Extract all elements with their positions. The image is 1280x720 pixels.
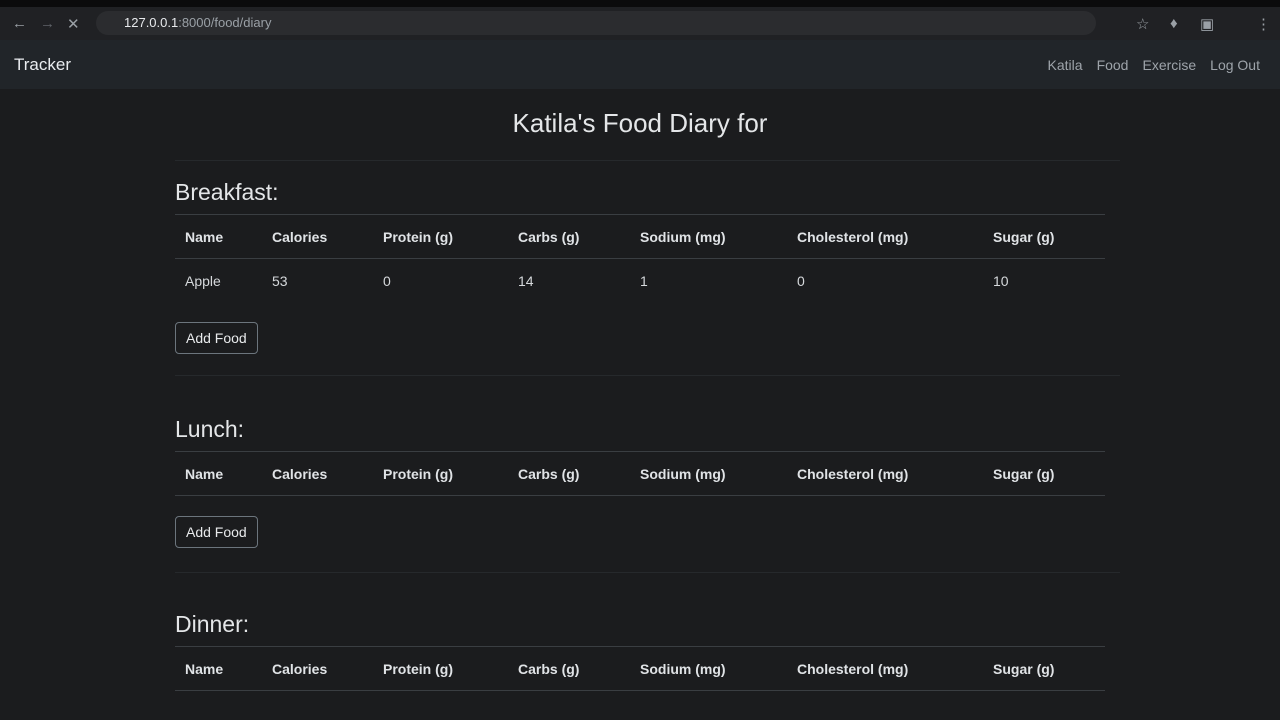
column-header: Protein (g) — [373, 451, 508, 496]
url-host: 127.0.0.1 — [124, 15, 179, 30]
column-header: Sodium (mg) — [630, 451, 787, 496]
browser-toolbar: ← → ✕ 127.0.0.1:8000/food/diary ☆ ♦ ▣ ⋮ — [0, 0, 1280, 40]
url-path: :8000/food/diary — [178, 15, 272, 30]
column-header: Carbs (g) — [508, 451, 630, 496]
table-body: Apple 53 0 14 1 0 10 — [175, 259, 1105, 303]
cell: 0 — [797, 272, 805, 289]
cell: 1 — [640, 272, 648, 289]
column-header: Sodium (mg) — [630, 646, 787, 691]
header-row: Name Calories Protein (g) Carbs (g) Sodium (… — [175, 214, 1105, 259]
column-header: Sugar (g) — [983, 451, 1105, 496]
nav-link[interactable]: Log Out — [1210, 57, 1260, 73]
table-head: Name Calories Protein (g) Carbs (g) Sodium (… — [175, 451, 1105, 496]
column-header: Calories — [262, 451, 373, 496]
food-table: Name Calories Protein (g) Carbs (g) Sodium (… — [175, 451, 1105, 496]
nav-link[interactable]: Food — [1096, 57, 1129, 73]
separator — [175, 375, 1120, 376]
address-bar[interactable]: 127.0.0.1:8000/food/diary — [96, 11, 1096, 35]
back-button[interactable]: ← — [12, 15, 27, 32]
column-header: Protein (g) — [373, 214, 508, 259]
nav-link[interactable]: Katila — [1047, 57, 1083, 73]
brand[interactable]: Tracker — [14, 55, 71, 74]
meal-heading: Dinner: — [175, 611, 250, 637]
header-row: Name Calories Protein (g) Carbs (g) Sodium (… — [175, 451, 1105, 496]
column-header: Name — [175, 451, 262, 496]
cell: 53 — [272, 272, 288, 289]
header-row: Name Calories Protein (g) Carbs (g) Sodium (… — [175, 646, 1105, 691]
separator — [175, 160, 1120, 161]
column-header: Carbs (g) — [508, 214, 630, 259]
column-header: Sugar (g) — [983, 214, 1105, 259]
meal-section: Lunch: Name Calories Protein (g) Carbs (g) So… — [175, 415, 1105, 548]
food-table: Name Calories Protein (g) Carbs (g) Sodium (… — [175, 646, 1105, 691]
meal-heading: Lunch: — [175, 416, 245, 442]
bookmark-star[interactable]: ☆ — [1136, 16, 1150, 33]
cell: 10 — [993, 272, 1009, 289]
meal-section: Dinner: Name Calories Protein (g) Carbs (g) S… — [175, 610, 1105, 691]
column-header: Cholesterol (mg) — [787, 646, 983, 691]
navbar: Tracker Katila Food Exercise Log Out — [0, 40, 1280, 89]
cell: Apple — [185, 272, 221, 289]
page-title: Katila's Food Diary for — [512, 108, 768, 138]
nav-links: Katila Food Exercise Log Out — [1048, 57, 1260, 73]
column-header: Sodium (mg) — [630, 214, 787, 259]
column-header: Cholesterol (mg) — [787, 214, 983, 259]
separator — [175, 572, 1120, 573]
table-head: Name Calories Protein (g) Carbs (g) Sodium (… — [175, 646, 1105, 691]
add-food-button[interactable]: Add Food — [175, 322, 258, 354]
side-panel[interactable]: ▣ — [1200, 16, 1215, 33]
column-header: Calories — [262, 214, 373, 259]
table-head: Name Calories Protein (g) Carbs (g) Sodium (… — [175, 214, 1105, 259]
column-header: Protein (g) — [373, 646, 508, 691]
column-header: Name — [175, 646, 262, 691]
food-table: Name Calories Protein (g) Carbs (g) Sodium (… — [175, 214, 1105, 302]
menu[interactable]: ⋮ — [1256, 16, 1271, 33]
cell: 0 — [383, 272, 391, 289]
meal-section: Breakfast: Name Calories Protein (g) Carbs (… — [175, 178, 1105, 354]
column-header: Calories — [262, 646, 373, 691]
column-header: Carbs (g) — [508, 646, 630, 691]
column-header: Cholesterol (mg) — [787, 451, 983, 496]
column-header: Name — [175, 214, 262, 259]
add-food-button[interactable]: Add Food — [175, 516, 258, 548]
extensions[interactable]: ♦ — [1170, 15, 1178, 32]
food-row: Apple 53 0 14 1 0 10 — [175, 259, 1105, 303]
forward-button[interactable]: → — [40, 15, 55, 32]
stop-button[interactable]: ✕ — [67, 16, 80, 33]
nav-link[interactable]: Exercise — [1142, 57, 1197, 73]
meal-heading: Breakfast: — [175, 179, 279, 205]
cell: 14 — [518, 272, 534, 289]
column-header: Sugar (g) — [983, 646, 1105, 691]
